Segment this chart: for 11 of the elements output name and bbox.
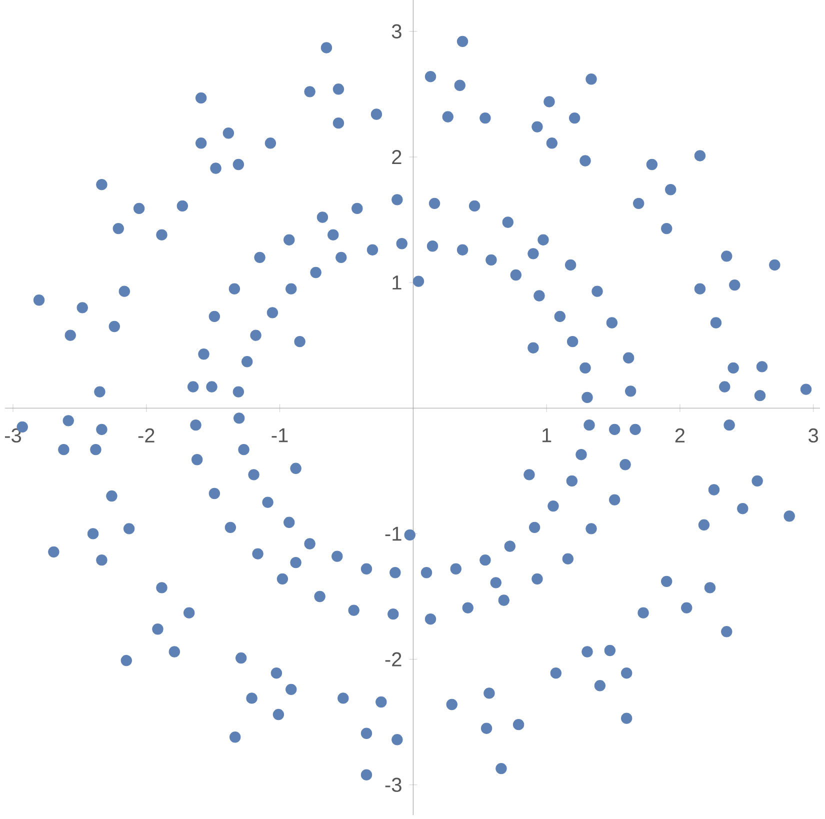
x-tick-label: 3 bbox=[808, 428, 818, 443]
x-tick-label: -2 bbox=[138, 428, 154, 442]
y-tick-label: 2 bbox=[392, 150, 402, 164]
x-tick-label: 2 bbox=[675, 428, 685, 442]
x-tick-label: -1 bbox=[272, 428, 288, 442]
y-tick-label: -2 bbox=[385, 652, 402, 666]
y-tick-label: -1 bbox=[385, 526, 402, 541]
y-tick-label: 1 bbox=[392, 276, 402, 290]
y-tick-label: 3 bbox=[392, 24, 402, 38]
y-tick-label: -3 bbox=[385, 778, 402, 792]
x-tick-label: 1 bbox=[542, 428, 552, 442]
